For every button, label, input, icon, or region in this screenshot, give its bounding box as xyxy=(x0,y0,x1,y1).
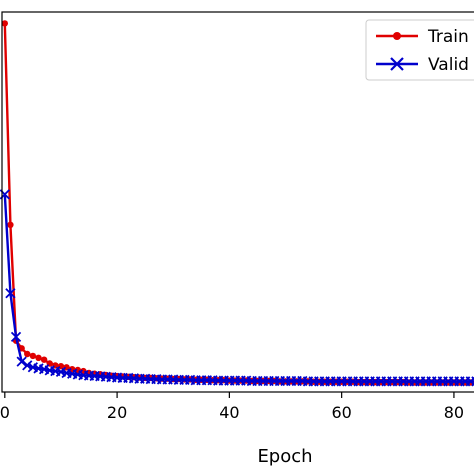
x-tick-label: 40 xyxy=(219,403,239,422)
data-point-valid xyxy=(22,360,33,371)
x-axis-label: Epoch xyxy=(257,446,312,467)
data-point-valid xyxy=(5,288,16,299)
data-point-train xyxy=(35,354,42,361)
legend-label-train: Train xyxy=(427,27,469,47)
data-point-train xyxy=(7,221,14,228)
x-tick-label: 60 xyxy=(331,403,351,422)
x-tick-label: 20 xyxy=(107,403,127,422)
data-point-train xyxy=(40,356,48,363)
legend-label-valid: Valid xyxy=(428,55,469,75)
legend: Train Valid xyxy=(365,19,474,81)
legend-entry-valid: Valid xyxy=(376,55,469,75)
data-point-train xyxy=(1,20,9,27)
x-tick-label: 80 xyxy=(444,403,464,422)
data-point-valid xyxy=(16,356,27,367)
legend-marker-valid xyxy=(390,57,404,71)
data-point-valid xyxy=(471,376,474,387)
legend-entry-train: Train xyxy=(376,27,469,47)
data-point-train xyxy=(29,352,37,360)
data-point-valid xyxy=(10,331,22,343)
x-axis-ticks: 0 20 40 60 80 xyxy=(0,392,464,422)
legend-marker-train xyxy=(393,32,401,40)
plot-frame xyxy=(1,11,474,393)
x-tick-label: 0 xyxy=(0,403,10,422)
data-point-train xyxy=(24,350,31,358)
series-layer xyxy=(0,20,474,387)
